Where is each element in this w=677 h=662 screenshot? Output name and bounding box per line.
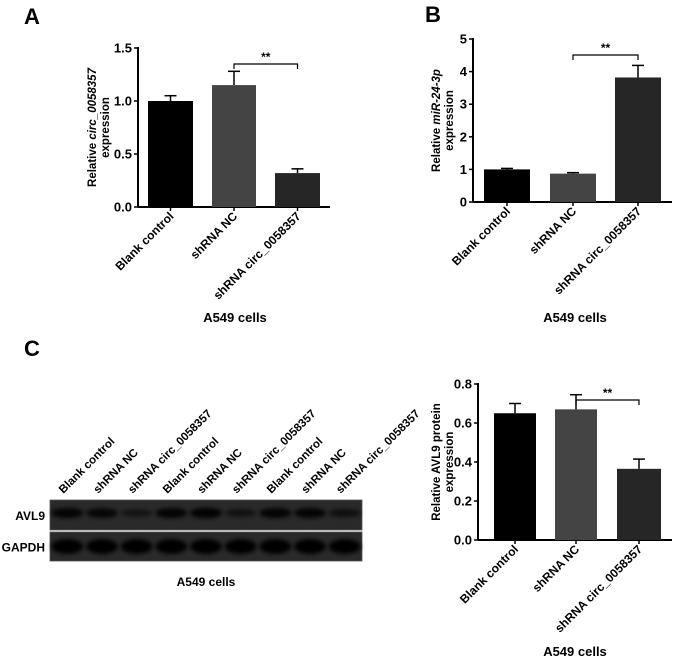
blot-band [155, 539, 188, 554]
y-tick-label: 0.4 [454, 455, 473, 470]
bar [212, 85, 256, 207]
x-tick-label: Blank control [457, 542, 521, 606]
blot-band [328, 508, 361, 518]
blot-band [259, 539, 292, 554]
y-tick-label: 0.5 [114, 147, 132, 162]
x-tick-label: shRNA NC [188, 209, 241, 262]
significance-bracket [575, 399, 640, 405]
blot-lane-label: shRNA circ_0058357 [334, 408, 422, 496]
blot-band [224, 509, 257, 517]
blot-band [155, 507, 188, 519]
bar [484, 169, 530, 202]
blot-band [51, 507, 84, 519]
significance-label: ** [603, 386, 613, 400]
bar [615, 77, 661, 202]
blot-band [120, 539, 153, 554]
chart-c: 0.0 0.2 0.4 0.6 0.8 Relative AVL9 proteinexpr… [431, 377, 672, 659]
blot-band [294, 507, 326, 519]
bar [494, 413, 536, 540]
y-tick-label: 0 [460, 195, 467, 210]
chart-b: 0 1 2 3 4 5 Relative miR-24-3pexpression Blank … [431, 32, 672, 325]
x-tick-label: shRNA NC [530, 542, 583, 595]
significance-label: ** [261, 50, 271, 64]
panel-label-a: A [24, 4, 40, 29]
x-tick-label: Blank control [449, 204, 513, 268]
blot-band [224, 539, 257, 554]
y-tick-label: 0.6 [454, 416, 472, 431]
y-tick-label: 1.5 [114, 41, 132, 56]
blot-band [190, 507, 222, 519]
y-tick-label: 4 [460, 64, 468, 79]
y-tick-label: 2 [460, 129, 467, 144]
y-tick-label: 0.0 [454, 533, 472, 548]
significance-label: ** [601, 41, 611, 55]
x-axis-label: A549 cells [543, 644, 607, 659]
x-tick-label: Blank control [112, 209, 176, 273]
panel-label-c: C [24, 336, 40, 361]
bar [275, 173, 320, 207]
bar [617, 468, 661, 540]
y-axis-label: Relative circ_0058357expression [87, 67, 112, 187]
significance-bracket [233, 63, 299, 69]
blot-x-label: A549 cells [177, 575, 236, 589]
bar [555, 409, 597, 540]
y-tick-label: 5 [460, 32, 467, 47]
y-axis-label: Relative miR-24-3pexpression [431, 69, 456, 172]
blot-band [120, 509, 153, 517]
x-axis-label: A549 cells [543, 310, 607, 325]
blot-band [328, 539, 361, 554]
significance-bracket [572, 54, 639, 60]
y-tick-label: 0.2 [454, 494, 472, 509]
y-tick-label: 0.8 [454, 377, 472, 392]
blot-band [259, 507, 292, 519]
x-tick-label: shRNA NC [527, 204, 580, 257]
y-tick-label: 0.0 [114, 200, 132, 215]
y-axis-label: Relative AVL9 proteinexpression [431, 403, 456, 521]
blot-band [294, 539, 326, 554]
y-tick-label: 3 [460, 97, 467, 112]
blot-row-label: GAPDH [2, 541, 45, 555]
blot-band [86, 508, 118, 518]
blot-row-label: AVL9 [15, 509, 45, 523]
blot-band [190, 539, 222, 554]
panel-label-b: B [425, 2, 441, 27]
blot-band [86, 539, 118, 554]
blot-band [51, 539, 84, 554]
y-tick-label: 1 [460, 162, 467, 177]
bar [550, 173, 596, 202]
bar [148, 101, 193, 207]
y-tick-label: 1.0 [114, 94, 132, 109]
x-axis-label: A549 cells [203, 310, 267, 325]
